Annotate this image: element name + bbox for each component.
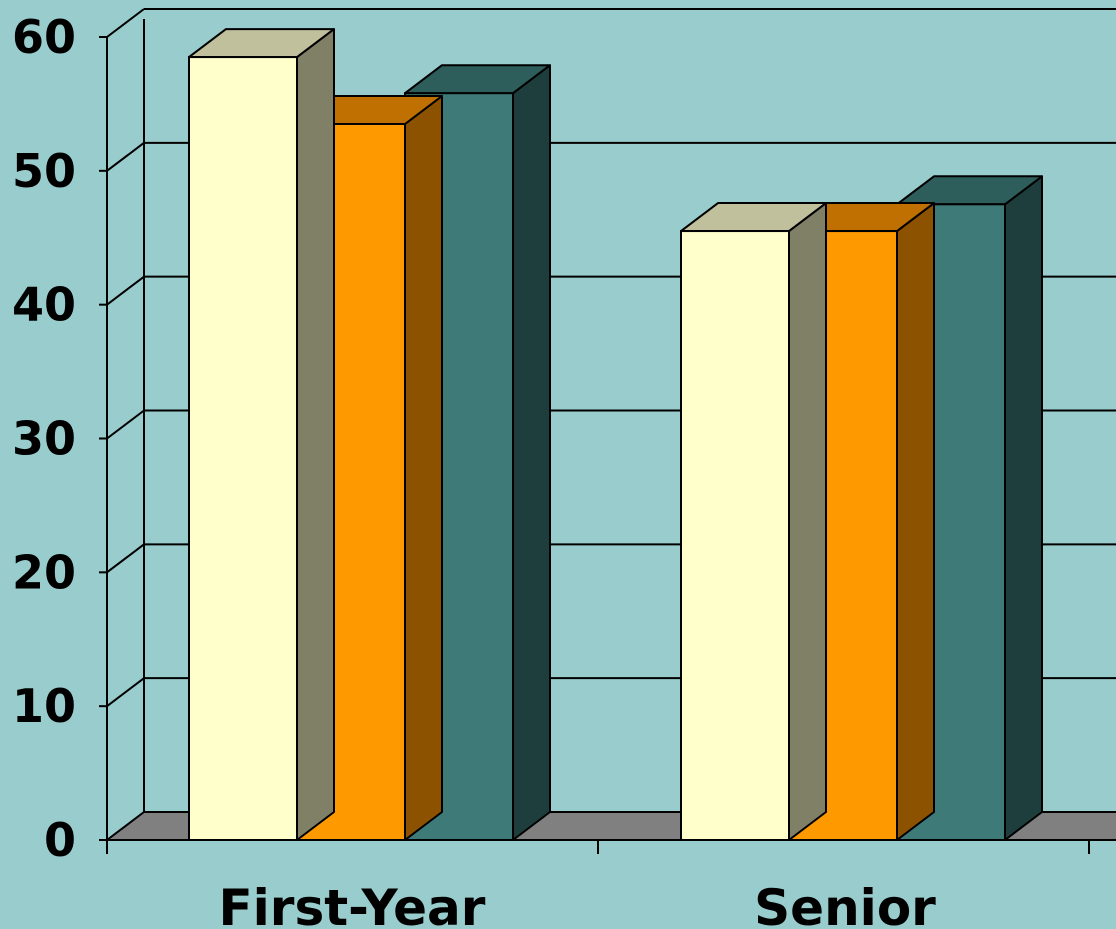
gridline-side (106, 8, 145, 38)
x-category-labels: First-Year Senior (219, 879, 937, 929)
bar-front (188, 56, 298, 841)
y-tick-label: 40 (12, 278, 76, 332)
bar-side (296, 28, 335, 841)
bar-side (788, 202, 827, 841)
y-tick-label: 20 (12, 545, 76, 599)
x-category-label: Senior (754, 879, 936, 929)
bar-front (680, 230, 790, 841)
gridline-side (106, 677, 145, 707)
y-tick-label: 30 (12, 412, 76, 466)
bar (188, 28, 335, 841)
x-category-label: First-Year (219, 879, 486, 929)
y-tick-label: 50 (12, 144, 76, 198)
gridline-side (106, 409, 145, 440)
bar-side (512, 64, 551, 841)
y-tick-label: 60 (12, 10, 76, 64)
y-tick-label: 0 (44, 813, 76, 867)
bars (188, 28, 1043, 842)
gridline-side (106, 543, 145, 574)
bar-side (896, 202, 935, 841)
bar-side (1004, 175, 1043, 841)
gridline-side (106, 142, 145, 172)
y-tick-label: 10 (12, 679, 76, 733)
gridline-side (106, 275, 145, 306)
bar-side (404, 94, 443, 841)
y-tick-labels: 0 10 20 30 40 50 60 (12, 10, 76, 867)
bar (680, 202, 827, 841)
